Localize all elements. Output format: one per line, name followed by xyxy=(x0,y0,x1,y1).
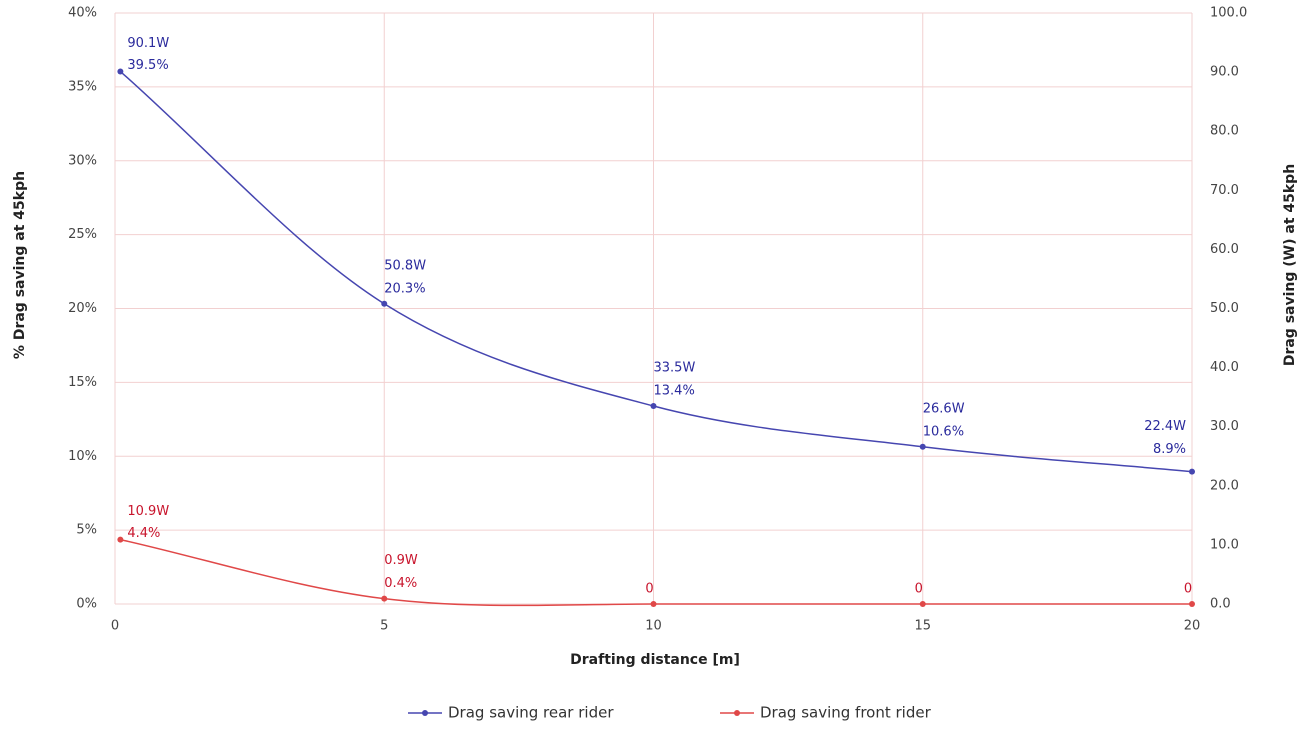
data-label: 22.4W xyxy=(1144,419,1186,434)
y2-tick-label: 50.0 xyxy=(1210,301,1239,316)
data-label: 13.4% xyxy=(654,384,695,399)
x-tick-label: 10 xyxy=(645,619,662,634)
data-label: 26.6W xyxy=(923,401,965,416)
data-label: 8.9% xyxy=(1153,442,1186,457)
data-point xyxy=(919,443,926,450)
y2-tick-label: 60.0 xyxy=(1210,242,1239,257)
x-tick-label: 5 xyxy=(380,619,388,634)
legend-label: Drag saving front rider xyxy=(760,704,932,722)
legend-label: Drag saving rear rider xyxy=(448,704,614,722)
y-tick-label: 25% xyxy=(68,227,97,242)
y-tick-label: 5% xyxy=(76,523,97,538)
y-tick-label: 0% xyxy=(76,597,97,612)
data-point xyxy=(1189,468,1195,475)
data-label: 39.5% xyxy=(127,58,168,73)
y-tick-label: 10% xyxy=(68,449,97,464)
y2-tick-label: 30.0 xyxy=(1210,419,1239,434)
y2-tick-label: 100.0 xyxy=(1210,6,1247,21)
y-tick-label: 20% xyxy=(68,301,97,316)
data-label: 10.9W xyxy=(127,504,169,519)
y2-tick-label: 70.0 xyxy=(1210,183,1239,198)
data-point xyxy=(381,300,388,307)
data-point xyxy=(1189,601,1195,607)
data-point xyxy=(117,68,124,75)
data-point xyxy=(650,403,657,410)
legend-marker xyxy=(422,710,428,716)
data-label: 0.4% xyxy=(384,576,417,591)
data-label: 0.9W xyxy=(384,553,418,568)
y-tick-label: 30% xyxy=(68,153,97,168)
y2-tick-label: 80.0 xyxy=(1210,124,1239,139)
y2-tick-label: 90.0 xyxy=(1210,65,1239,80)
data-point xyxy=(650,601,657,607)
y-axis-title: % Drag saving at 45kph xyxy=(12,171,28,359)
y2-tick-label: 40.0 xyxy=(1210,360,1239,375)
y-tick-label: 15% xyxy=(68,375,97,390)
series-line xyxy=(119,70,1193,473)
y-tick-label: 35% xyxy=(68,79,97,94)
data-label: 10.6% xyxy=(923,424,964,439)
data-label: 50.8W xyxy=(384,258,426,273)
data-label: 0 xyxy=(1184,582,1192,597)
legend-marker xyxy=(734,710,740,716)
x-tick-label: 15 xyxy=(914,619,931,634)
data-point xyxy=(117,536,124,543)
x-tick-label: 0 xyxy=(111,619,119,634)
y2-axis-title: Drag saving (W) at 45kph xyxy=(1282,164,1298,366)
data-point xyxy=(381,595,388,602)
x-tick-label: 20 xyxy=(1184,619,1201,634)
y2-tick-label: 10.0 xyxy=(1210,537,1239,552)
data-label: 0 xyxy=(915,582,923,597)
data-label: 4.4% xyxy=(127,526,160,541)
y2-tick-label: 0.0 xyxy=(1210,597,1231,612)
y-tick-label: 40% xyxy=(68,6,97,21)
data-label: 0 xyxy=(645,582,653,597)
data-point xyxy=(919,601,926,607)
x-axis-title: Drafting distance [m] xyxy=(570,652,740,668)
data-label: 33.5W xyxy=(654,361,696,376)
series-line xyxy=(120,538,1192,607)
data-label: 90.1W xyxy=(127,36,169,51)
y2-tick-label: 20.0 xyxy=(1210,478,1239,493)
data-label: 20.3% xyxy=(384,281,425,296)
